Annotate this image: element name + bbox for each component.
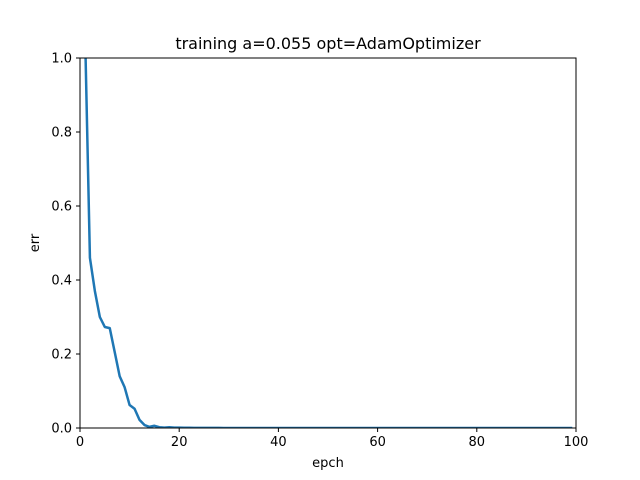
y-axis-label: err: [28, 233, 43, 252]
y-tick-label: 0.0: [51, 422, 72, 437]
x-axis-label: epch: [312, 456, 344, 471]
x-tick-label: 100: [564, 435, 589, 450]
axes-frame: [79, 57, 577, 429]
x-tick-label: 60: [369, 435, 386, 450]
x-tick-label: 80: [469, 435, 486, 450]
y-tick-label: 0.6: [51, 200, 72, 215]
y-tick-label: 0.8: [51, 126, 72, 141]
x-tick-label: 20: [171, 435, 188, 450]
plot-area: [80, 58, 576, 428]
y-tick-label: 1.0: [51, 52, 72, 67]
x-tick-label: 40: [270, 435, 287, 450]
x-tick-label: 0: [76, 435, 84, 450]
y-tick-label: 0.2: [51, 348, 72, 363]
chart-title: training a=0.055 opt=AdamOptimizer: [175, 34, 481, 53]
y-tick-label: 0.4: [51, 274, 72, 289]
